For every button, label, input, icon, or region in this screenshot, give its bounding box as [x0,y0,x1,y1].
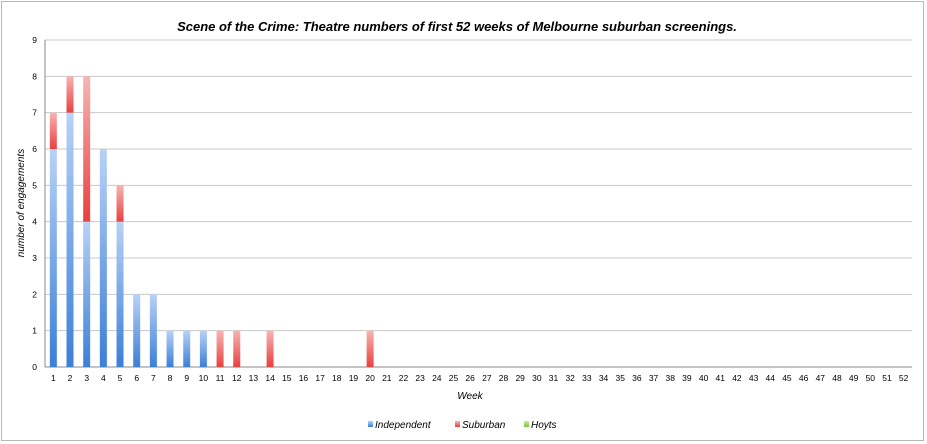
x-tick-label: 50 [866,373,876,383]
x-tick-label: 28 [499,373,509,383]
x-tick-label: 26 [465,373,475,383]
y-axis-ticks: 0 1 2 3 4 5 6 7 8 9 [32,35,37,372]
y-tick-label: 3 [32,253,37,263]
x-tick-label: 18 [332,373,342,383]
x-tick-label: 48 [832,373,842,383]
x-tick-label: 36 [632,373,642,383]
x-tick-label: 17 [315,373,325,383]
bar-suburban-week-11 [216,330,224,367]
legend-label-independent: Independent [375,420,432,431]
chart-title: Scene of the Crime: Theatre numbers of f… [177,19,737,34]
bar-independent-week-10 [199,330,207,367]
x-tick-label: 13 [249,373,259,383]
x-tick-label: 21 [382,373,392,383]
y-tick-label: 2 [32,289,37,299]
x-axis-ticks: 1 2 3 4 5 6 7 8 9 10 11 12 13 14 15 16 17 18 19 20 21 22 23 24 2… [51,373,909,383]
bar-independent-week-3 [83,221,91,367]
bar-suburban-week-5 [116,185,124,222]
bar-independent-week-5 [116,221,124,367]
y-axis-title: number of engagements [16,149,27,257]
x-tick-label: 29 [515,373,525,383]
bar-independent-week-9 [183,330,191,367]
x-tick-label: 16 [299,373,309,383]
legend-label-suburban: Suburban [462,420,506,431]
legend-label-hoyts: Hoyts [531,420,557,431]
x-tick-label: 11 [216,373,225,383]
x-tick-label: 42 [732,373,742,383]
x-tick-label: 38 [666,373,676,383]
x-tick-label: 33 [582,373,592,383]
y-tick-label: 1 [32,326,37,336]
bar-suburban-week-12 [233,330,241,367]
bar-suburban-week-1 [49,112,57,149]
y-tick-label: 8 [32,71,37,81]
y-tick-label: 7 [32,108,37,118]
bar-suburban-week-14 [266,330,274,367]
x-tick-label: 51 [882,373,892,383]
y-tick-label: 6 [32,144,37,154]
x-tick-label: 10 [199,373,209,383]
bar-suburban-week-20 [366,330,374,367]
y-tick-label: 0 [32,362,37,372]
x-tick-label: 2 [68,373,73,383]
bar-independent-week-7 [149,294,157,367]
x-tick-label: 31 [549,373,559,383]
x-tick-label: 45 [782,373,792,383]
legend-swatch-independent [368,421,373,427]
x-tick-label: 3 [84,373,89,383]
x-tick-label: 49 [849,373,859,383]
bar-independent-week-1 [49,149,57,367]
x-tick-label: 5 [118,373,123,383]
x-tick-label: 41 [716,373,726,383]
x-tick-label: 1 [51,373,56,383]
y-tick-label: 9 [32,35,37,45]
legend-swatch-suburban [455,421,460,427]
x-tick-label: 20 [365,373,375,383]
x-tick-label: 46 [799,373,809,383]
x-tick-label: 44 [766,373,776,383]
x-tick-label: 25 [449,373,459,383]
x-tick-label: 4 [101,373,106,383]
y-tick-label: 4 [32,217,37,227]
x-tick-label: 37 [649,373,659,383]
x-tick-label: 43 [749,373,759,383]
x-tick-label: 14 [265,373,275,383]
bar-independent-week-4 [99,149,107,367]
x-axis-title: Week [457,391,483,402]
legend-swatch-hoyts [524,421,529,427]
x-tick-label: 24 [432,373,442,383]
bar-suburban-week-3 [83,76,91,222]
x-tick-label: 12 [232,373,242,383]
bar-independent-week-8 [166,330,174,367]
x-tick-label: 23 [415,373,425,383]
x-tick-label: 27 [482,373,492,383]
x-tick-label: 8 [168,373,173,383]
x-tick-label: 34 [599,373,609,383]
x-tick-label: 32 [565,373,575,383]
bar-independent-week-6 [133,294,141,367]
x-tick-label: 19 [349,373,359,383]
x-tick-label: 47 [816,373,826,383]
x-tick-label: 39 [682,373,692,383]
x-tick-label: 40 [699,373,709,383]
gridlines [44,39,912,368]
bar-suburban-week-2 [66,76,74,113]
x-tick-label: 22 [399,373,409,383]
x-tick-label: 6 [134,373,139,383]
x-tick-label: 30 [532,373,542,383]
x-tick-label: 35 [615,373,625,383]
y-tick-label: 5 [32,180,37,190]
x-tick-label: 52 [899,373,909,383]
legend: Independent Suburban Hoyts [368,420,557,431]
x-tick-label: 9 [184,373,189,383]
bar-independent-week-2 [66,112,74,368]
x-tick-label: 7 [151,373,156,383]
x-tick-label: 15 [282,373,292,383]
bars [49,76,374,368]
